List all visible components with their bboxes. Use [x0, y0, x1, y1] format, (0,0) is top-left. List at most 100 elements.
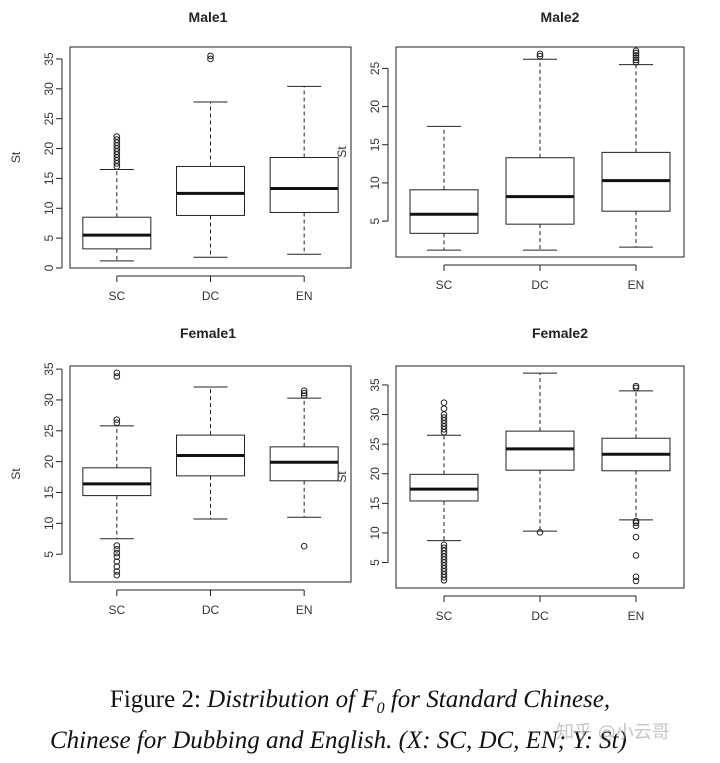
y-tick-label: 20: [368, 467, 382, 481]
box-sc: [409, 399, 479, 584]
outlier-point: [113, 553, 121, 560]
outlier-point: [536, 529, 544, 536]
outlier-point: [113, 136, 121, 143]
y-tick-label: 35: [42, 362, 56, 376]
box-iqr: [82, 216, 152, 250]
outlier-point: [207, 55, 214, 63]
box-iqr: [269, 446, 339, 482]
outlier-point: [536, 50, 544, 58]
outlier-point: [113, 549, 121, 557]
plot-frame: [69, 46, 352, 269]
y-tick-label: 10: [42, 201, 56, 215]
panel-title: Male2: [541, 9, 580, 25]
x-tick-label: DC: [202, 289, 220, 303]
y-tick-label: 25: [368, 61, 382, 75]
outlier-point: [113, 545, 121, 553]
x-tick-label: DC: [531, 609, 549, 623]
x-tick-label: SC: [108, 603, 125, 617]
panel-title: Female2: [532, 325, 588, 341]
figure-caption: Figure 2: Distribution of F0 for Standar…: [0, 684, 720, 757]
outlier-point: [632, 533, 640, 541]
outlier-point: [300, 387, 308, 394]
outlier-point: [207, 52, 214, 60]
box-iqr: [505, 157, 575, 225]
x-tick-label: SC: [436, 609, 453, 623]
y-axis-label: St: [335, 471, 349, 483]
y-tick-label: 15: [42, 171, 56, 185]
box-en: [269, 387, 339, 550]
y-tick-label: 35: [368, 378, 382, 392]
outlier-point: [440, 541, 448, 549]
box-dc: [176, 52, 245, 258]
y-tick-label: 20: [42, 142, 56, 156]
y-tick-label: 0: [42, 264, 56, 271]
outlier-point: [632, 52, 640, 59]
x-tick-label: SC: [436, 278, 453, 292]
outlier-point: [632, 54, 640, 61]
y-tick-label: 20: [42, 455, 56, 469]
outlier-point: [536, 52, 544, 60]
box-iqr: [269, 157, 339, 213]
box-iqr: [176, 165, 245, 216]
y-tick-label: 35: [42, 52, 56, 66]
outlier-point: [113, 558, 121, 565]
y-axis-label: St: [9, 468, 23, 480]
outlier-point: [632, 58, 640, 66]
box-dc: [505, 372, 575, 536]
y-tick-label: 30: [42, 82, 56, 96]
outlier-point: [113, 571, 121, 579]
box-sc: [82, 369, 152, 579]
outlier-point: [632, 56, 640, 64]
y-tick-label: 5: [42, 551, 56, 558]
outlier-point: [632, 47, 640, 55]
caption-italic-start: Distribution of: [207, 686, 362, 713]
box-iqr: [409, 189, 479, 234]
panel-female1: Female1 5 10 15 20 25 30 35 St SC DC EN: [9, 325, 352, 617]
outlier-point: [632, 577, 640, 585]
outlier-point: [113, 563, 121, 570]
outlier-point: [632, 522, 640, 530]
outlier-point: [440, 405, 448, 412]
y-tick-label: 15: [368, 496, 382, 510]
outlier-point: [113, 419, 121, 427]
outlier-point: [632, 382, 640, 390]
y-tick-label: 25: [368, 437, 382, 451]
caption-f0-letter: F: [361, 686, 377, 713]
y-tick-label: 15: [368, 138, 382, 152]
caption-line-2: Chinese for Dubbing and English. (X: SC,…: [50, 727, 627, 754]
y-tick-label: 30: [42, 393, 56, 407]
panel-male1: Male1 0 5 10 15 20 25 30 35 St SC DC EN: [9, 9, 352, 303]
caption-italic-rest: for Standard Chinese,: [384, 686, 611, 713]
x-tick-label: EN: [628, 278, 645, 292]
y-tick-label: 10: [368, 176, 382, 190]
panel-title: Male1: [189, 9, 228, 25]
panel-female2: Female2 5 10 15 20 25 30 35 St SC DC EN: [335, 325, 685, 623]
outlier-point: [632, 519, 640, 527]
y-tick-label: 5: [42, 234, 56, 241]
outlier-point: [440, 414, 448, 421]
x-tick-label: EN: [628, 609, 645, 623]
y-tick-label: 20: [368, 100, 382, 114]
box-iqr: [505, 430, 575, 471]
x-tick-label: DC: [531, 278, 549, 292]
x-tick-label: EN: [296, 289, 313, 303]
y-tick-label: 15: [42, 486, 56, 500]
outlier-point: [440, 544, 448, 552]
x-tick-label: EN: [296, 603, 313, 617]
caption-f0: F0: [361, 686, 384, 717]
y-tick-label: 5: [368, 559, 382, 566]
outlier-point: [113, 542, 121, 549]
y-tick-label: 25: [42, 112, 56, 126]
y-tick-label: 10: [368, 526, 382, 540]
x-tick-label: SC: [108, 289, 125, 303]
outlier-point: [113, 568, 121, 575]
box-sc: [409, 125, 479, 251]
box-iqr: [82, 467, 152, 497]
caption-f0-subscript: 0: [376, 700, 385, 717]
figure-canvas: Male1 0 5 10 15 20 25 30 35 St SC DC EN Male2 5 10 15 20 2…: [9, 9, 685, 623]
box-en: [601, 382, 671, 585]
outlier-point: [113, 369, 121, 377]
caption-prefix: Figure 2:: [109, 686, 208, 713]
watermark: 知乎 @小云哥: [556, 722, 670, 743]
panel-male2: Male2 5 10 15 20 25 St SC DC EN: [335, 9, 685, 292]
